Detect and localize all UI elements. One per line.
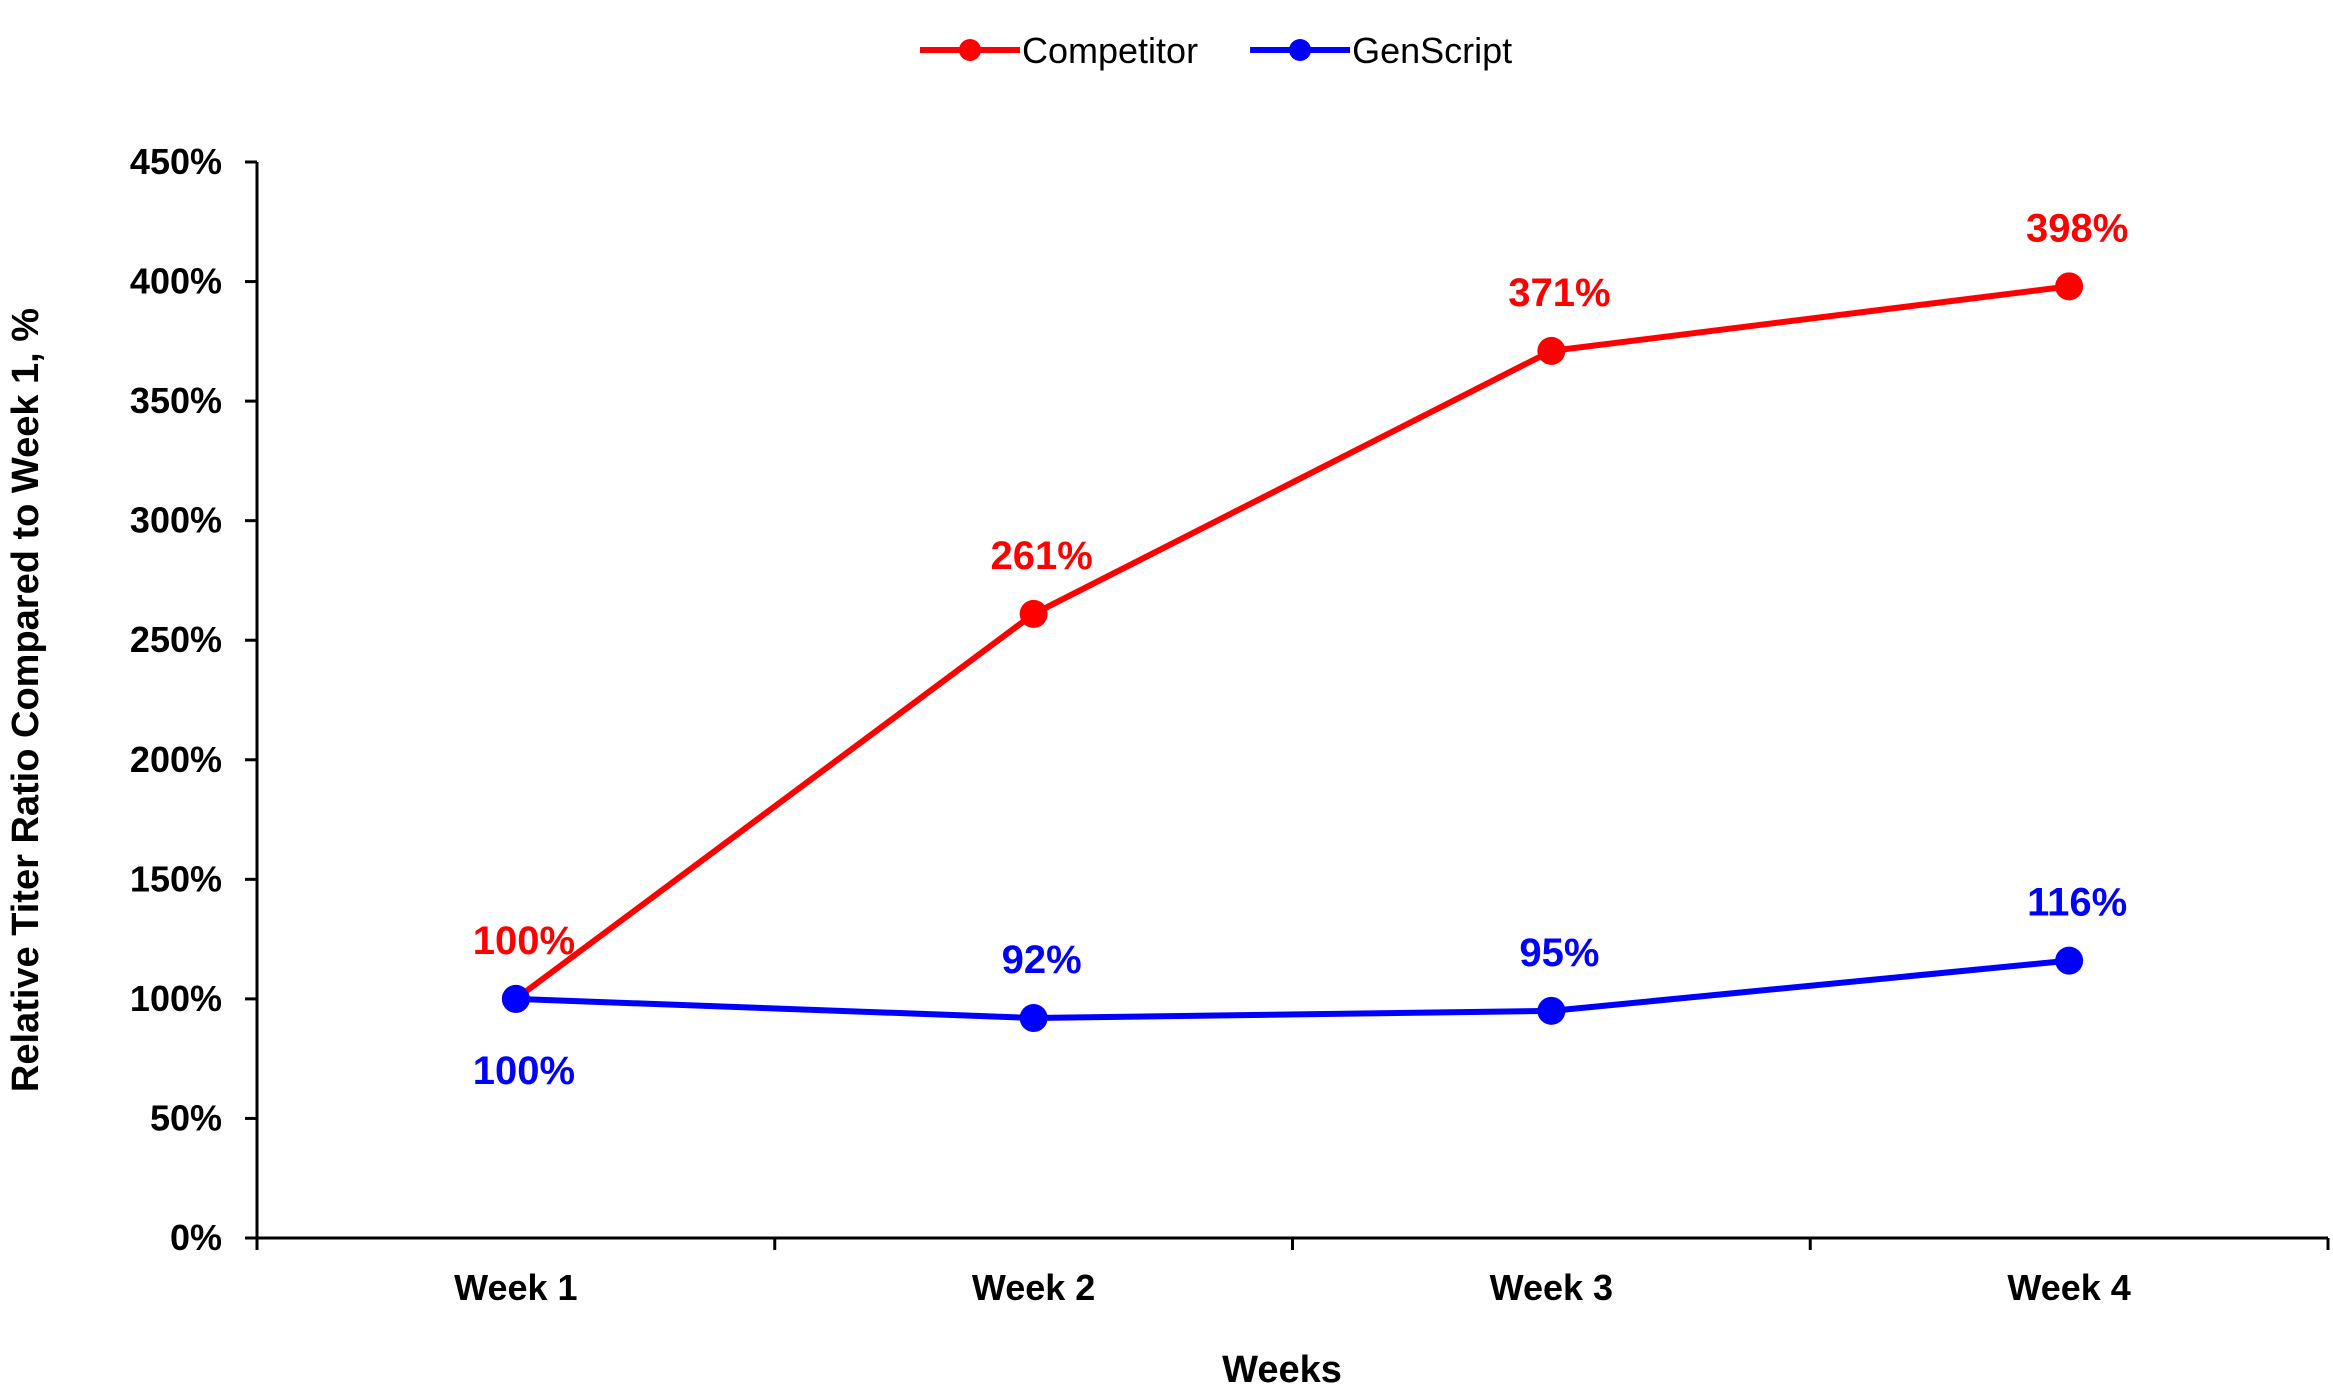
y-tick-label: 150% (130, 858, 222, 899)
y-tick-label: 450% (130, 141, 222, 182)
data-label: 100% (473, 1049, 575, 1093)
series-line (515, 957, 2070, 1022)
series-genscript: 100% 92% 95% 116% (473, 881, 2127, 1093)
y-axis: 0% 50% 100% 150% 200% 250% 300% 350% 400% 450% (130, 141, 259, 1258)
legend-swatch-marker (1289, 39, 1312, 61)
x-tick-label: Week 2 (972, 1267, 1095, 1308)
y-tick-label: 200% (130, 739, 222, 780)
y-tick-label: 250% (130, 619, 222, 660)
series-competitor: 100% 261% 371% 398% (473, 206, 2128, 1013)
y-tick-label: 0% (170, 1217, 222, 1258)
data-point (501, 984, 530, 1013)
legend-swatch-marker (959, 39, 981, 61)
series-line (514, 283, 2070, 1002)
y-tick-label: 350% (130, 380, 222, 421)
data-label: 116% (2027, 881, 2127, 925)
data-point (1537, 336, 1566, 365)
legend-item-competitor: Competitor (920, 30, 1198, 71)
legend: Competitor GenScript (920, 30, 1512, 71)
x-axis-title: Weeks (1222, 1349, 1342, 1391)
x-axis: Week 1 Week 2 Week 3 Week 4 (255, 1236, 2330, 1308)
data-label: 261% (990, 534, 1092, 578)
x-tick-label: Week 3 (1490, 1267, 1613, 1308)
data-label: 100% (473, 919, 575, 963)
x-tick-label: Week 1 (454, 1267, 577, 1308)
legend-label: GenScript (1352, 30, 1512, 71)
y-tick-label: 300% (130, 500, 222, 541)
data-point (2055, 946, 2084, 975)
x-tick-label: Week 4 (2007, 1267, 2130, 1308)
data-point (1019, 599, 1048, 628)
y-tick-label: 50% (150, 1097, 222, 1138)
legend-item-genscript: GenScript (1250, 30, 1512, 71)
data-point (2055, 272, 2084, 301)
series-layer: 100% 261% 371% 398% 100% 92% 95% 116% (473, 206, 2129, 1093)
data-point (1019, 1004, 1048, 1033)
data-point (1537, 996, 1566, 1025)
y-tick-label: 100% (130, 978, 222, 1019)
data-label: 398% (2026, 206, 2128, 250)
legend-label: Competitor (1022, 30, 1198, 71)
data-label: 95% (1519, 931, 1599, 975)
y-axis-title: Relative Titer Ratio Compared to Week 1,… (5, 308, 47, 1092)
y-tick-label: 400% (130, 261, 222, 302)
data-label: 371% (1508, 271, 1610, 315)
data-label: 92% (1002, 938, 1082, 982)
